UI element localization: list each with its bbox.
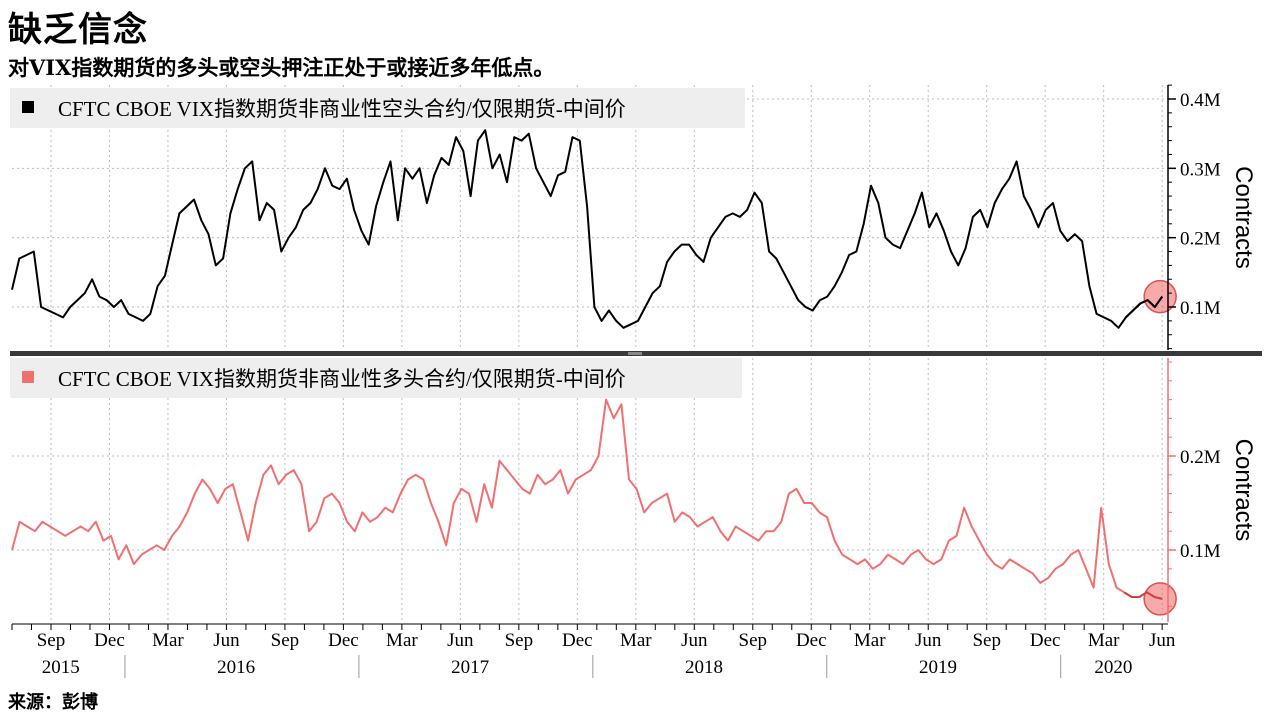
x-tick-label: Dec — [796, 630, 827, 651]
x-tick-label: Dec — [562, 630, 593, 651]
source-note: 来源：彭博 — [8, 692, 98, 713]
y-tick-label: 0.1M — [1180, 298, 1221, 319]
x-tick-label: Sep — [37, 630, 66, 651]
y-tick-label: 0.2M — [1180, 447, 1221, 468]
x-tick-label: Dec — [1030, 630, 1061, 651]
latest-value-path — [1125, 296, 1164, 319]
legend-swatch — [22, 371, 34, 383]
x-tick-label: Dec — [328, 630, 359, 651]
legend-label: CFTC CBOE VIX指数期货非商业性空头合约/仅限期货-中间价 — [58, 97, 626, 121]
y-axis-label: Contracts — [1230, 439, 1257, 542]
x-year-label: 2020 — [1094, 657, 1132, 678]
y-tick-label: 0.2M — [1180, 229, 1221, 250]
x-year-label: 2017 — [451, 657, 489, 678]
x-tick-label: Mar — [152, 630, 184, 651]
x-tick-label: Jun — [915, 630, 942, 651]
legend-box — [10, 88, 745, 128]
x-year-label: 2019 — [919, 657, 957, 678]
x-tick-label: Jun — [681, 630, 708, 651]
short-contracts-line — [11, 129, 1164, 329]
legend-swatch — [22, 101, 34, 113]
x-year-label: 2018 — [685, 657, 723, 678]
legend-label: CFTC CBOE VIX指数期货非商业性多头合约/仅限期货-中间价 — [58, 367, 626, 391]
x-tick-label: Dec — [94, 630, 125, 651]
y-axis-label: Contracts — [1230, 166, 1257, 269]
x-tick-label: Mar — [1088, 630, 1120, 651]
x-year-label: 2015 — [42, 657, 80, 678]
x-tick-label: Sep — [505, 630, 534, 651]
x-year-label: 2016 — [217, 657, 255, 678]
y-tick-label: 0.1M — [1180, 541, 1221, 562]
legend-box — [10, 358, 742, 398]
x-tick-label: Mar — [854, 630, 886, 651]
x-tick-label: Mar — [386, 630, 418, 651]
x-tick-label: Jun — [447, 630, 474, 651]
y-tick-label: 0.4M — [1180, 90, 1221, 111]
panel-divider-handle — [628, 352, 642, 355]
x-tick-label: Sep — [972, 630, 1001, 651]
x-tick-label: Jun — [1149, 630, 1176, 651]
x-tick-label: Sep — [739, 630, 768, 651]
chart-subtitle: 对VIX指数期货的多头或空头押注正处于或接近多年低点。 — [8, 55, 555, 80]
x-tick-label: Sep — [271, 630, 300, 651]
x-tick-label: Mar — [620, 630, 652, 651]
x-tick-label: Jun — [213, 630, 240, 651]
chart-title: 缺乏信念 — [8, 10, 148, 50]
long-contracts-line — [11, 398, 1163, 600]
y-tick-label: 0.3M — [1180, 159, 1221, 180]
latest-value-marker — [1143, 279, 1177, 314]
latest-value-path — [1123, 591, 1163, 600]
